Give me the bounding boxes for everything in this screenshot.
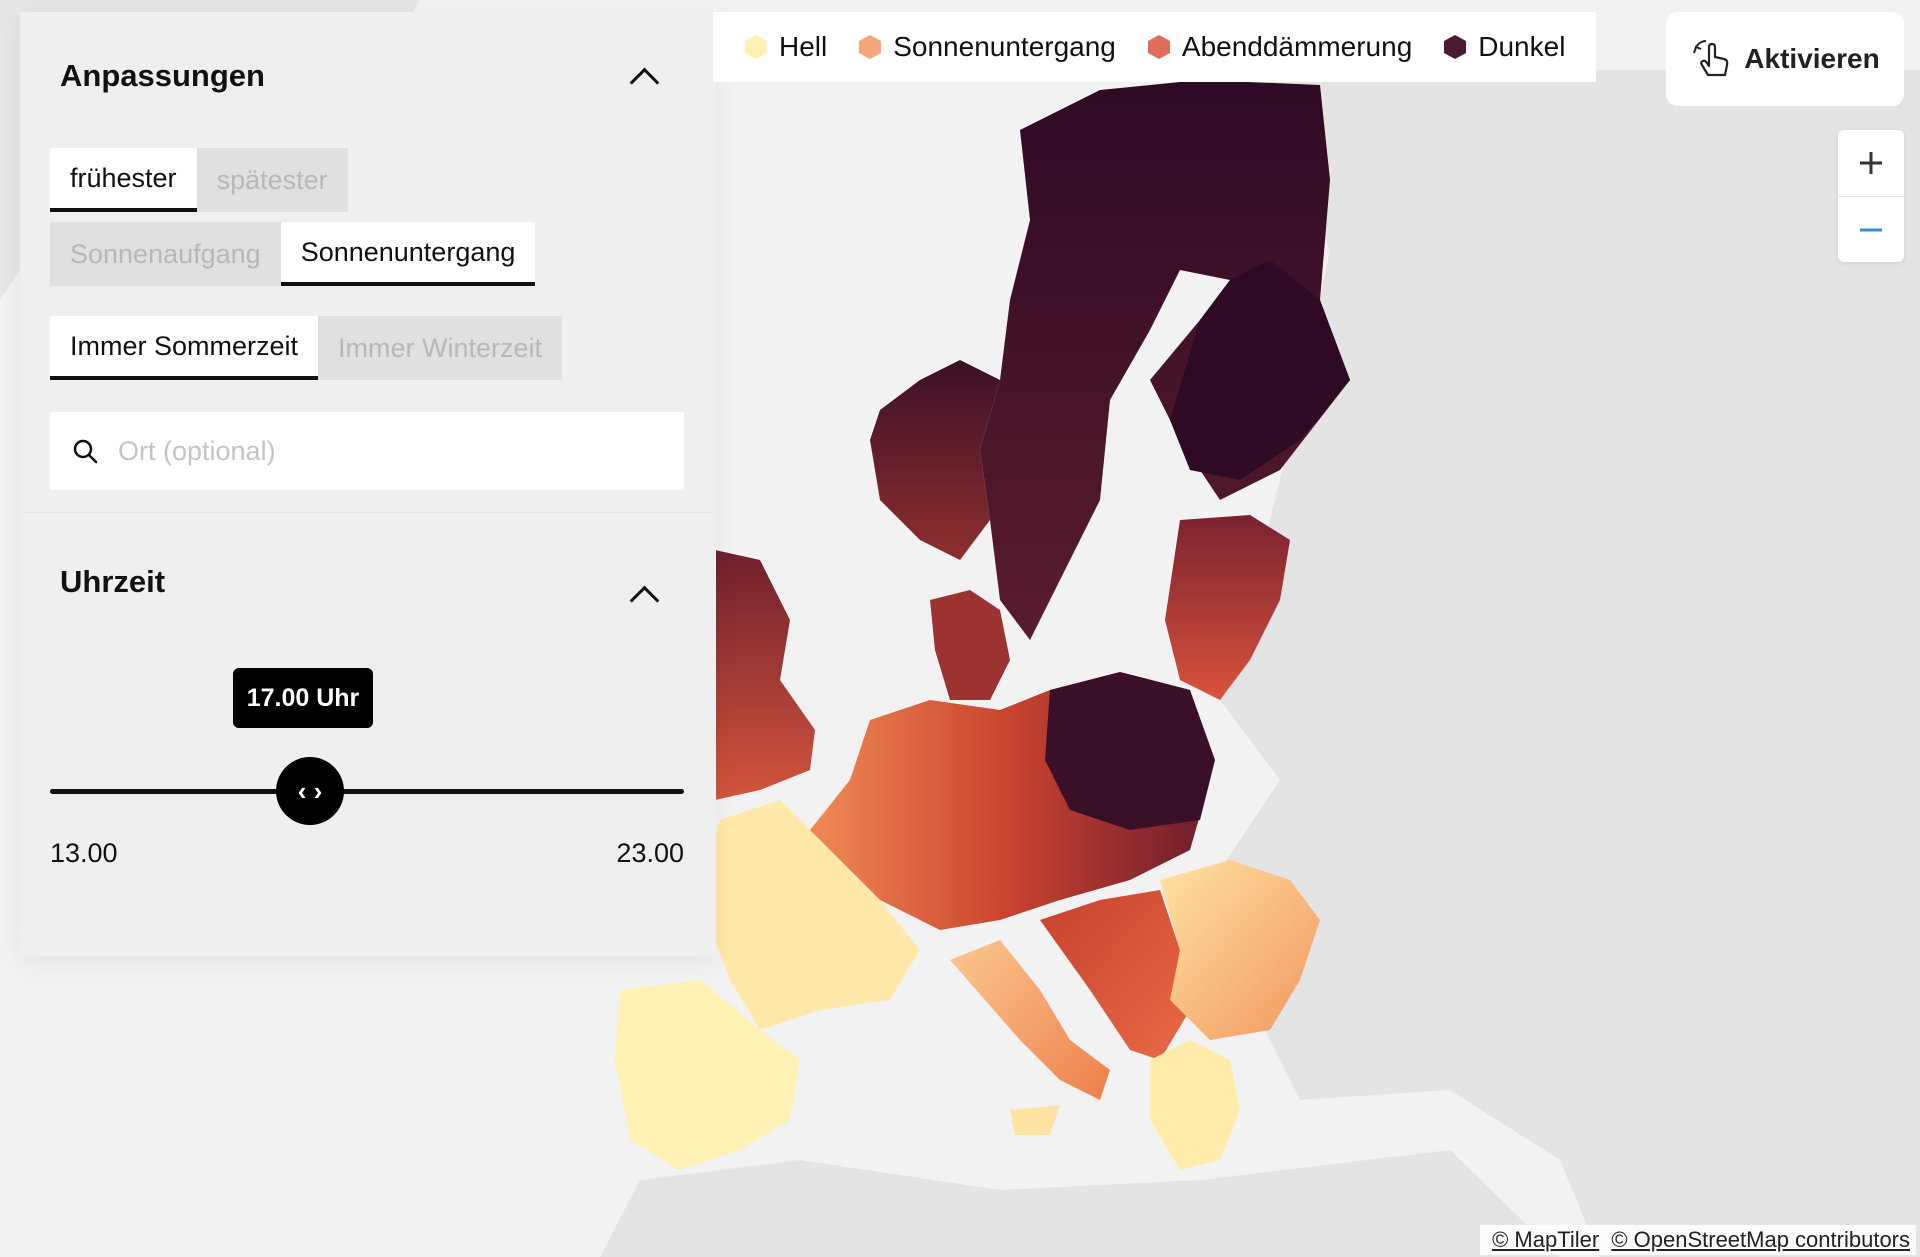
adjustments-title: Anpassungen bbox=[60, 58, 265, 93]
time-slider-thumb[interactable]: ‹ › bbox=[276, 757, 344, 825]
event-toggle: Sonnenaufgang Sonnenuntergang bbox=[50, 222, 536, 286]
africa-landmass bbox=[600, 1150, 1560, 1257]
option-earliest[interactable]: frühester bbox=[50, 148, 197, 212]
plus-icon bbox=[1860, 152, 1882, 174]
region-romania-bulgaria bbox=[1160, 860, 1320, 1040]
legend-item-dunkel: Dunkel bbox=[1442, 31, 1565, 63]
region-denmark bbox=[930, 590, 1010, 700]
legend-item-abenddaemmerung: Abenddämmerung bbox=[1146, 31, 1412, 63]
region-france bbox=[700, 800, 920, 1030]
region-great-britain bbox=[715, 550, 815, 800]
chevron-up-icon[interactable] bbox=[629, 585, 660, 616]
region-poland bbox=[1045, 672, 1215, 830]
legend-label: Hell bbox=[779, 31, 828, 62]
activate-button[interactable]: Aktivieren bbox=[1666, 12, 1904, 106]
slider-value-tooltip: 17.00 Uhr bbox=[233, 668, 373, 728]
region-iberia bbox=[615, 980, 800, 1170]
legend-item-sonnenuntergang: Sonnenuntergang bbox=[857, 31, 1116, 63]
chevron-up-icon[interactable] bbox=[629, 67, 660, 98]
region-finland bbox=[1170, 260, 1350, 480]
legend-label: Abenddämmerung bbox=[1181, 31, 1413, 62]
legend-label: Dunkel bbox=[1478, 31, 1566, 62]
region-greece bbox=[1150, 1040, 1240, 1170]
option-sunset[interactable]: Sonnenuntergang bbox=[280, 222, 536, 286]
hexagon-icon bbox=[859, 35, 882, 59]
pointer-hand-icon bbox=[1693, 40, 1729, 77]
minus-icon bbox=[1860, 228, 1882, 232]
region-baltics bbox=[1165, 515, 1290, 700]
option-always-winter-time[interactable]: Immer Winterzeit bbox=[318, 316, 563, 380]
option-sunrise[interactable]: Sonnenaufgang bbox=[50, 222, 281, 286]
region-balkans bbox=[1040, 890, 1190, 1060]
legend-item-hell: Hell bbox=[743, 31, 827, 63]
order-toggle: frühester spätester bbox=[50, 148, 348, 212]
slider-max-label: 23.00 bbox=[616, 838, 684, 868]
map-legend: Hell Sonnenuntergang Abenddämmerung Dunk… bbox=[713, 12, 1596, 82]
time-mode-toggle: Immer Sommerzeit Immer Winterzeit bbox=[50, 316, 563, 380]
slider-min-label: 13.00 bbox=[50, 838, 118, 868]
panel-divider bbox=[20, 512, 716, 513]
time-slider-track[interactable] bbox=[50, 789, 684, 794]
option-latest[interactable]: spätester bbox=[196, 148, 348, 212]
region-norway-south bbox=[870, 360, 1000, 560]
hexagon-icon bbox=[1147, 35, 1170, 59]
attribution-osm-link[interactable]: © OpenStreetMap contributors bbox=[1611, 1227, 1910, 1252]
map-attribution: © MapTiler © OpenStreetMap contributors bbox=[1480, 1225, 1916, 1255]
time-title: Uhrzeit bbox=[60, 564, 166, 599]
activate-label: Aktivieren bbox=[1744, 43, 1880, 74]
zoom-in-button[interactable] bbox=[1838, 130, 1904, 196]
attribution-maptiler-link[interactable]: © MapTiler bbox=[1492, 1227, 1600, 1252]
zoom-control bbox=[1838, 130, 1904, 262]
region-scandinavia-north bbox=[980, 80, 1350, 640]
zoom-out-button[interactable] bbox=[1838, 196, 1904, 263]
region-italy bbox=[950, 940, 1110, 1100]
russia-landmass bbox=[1200, 70, 1920, 1257]
region-sicily bbox=[1010, 1105, 1060, 1135]
hexagon-icon bbox=[745, 35, 767, 59]
location-input[interactable] bbox=[116, 434, 640, 468]
option-always-summer-time[interactable]: Immer Sommerzeit bbox=[50, 316, 319, 380]
adjustments-panel: Anpassungen frühester spätester Sonnenau… bbox=[20, 12, 716, 956]
legend-label: Sonnenuntergang bbox=[893, 31, 1116, 62]
search-icon bbox=[73, 439, 98, 464]
location-search bbox=[50, 412, 684, 490]
hexagon-icon bbox=[1444, 35, 1467, 59]
